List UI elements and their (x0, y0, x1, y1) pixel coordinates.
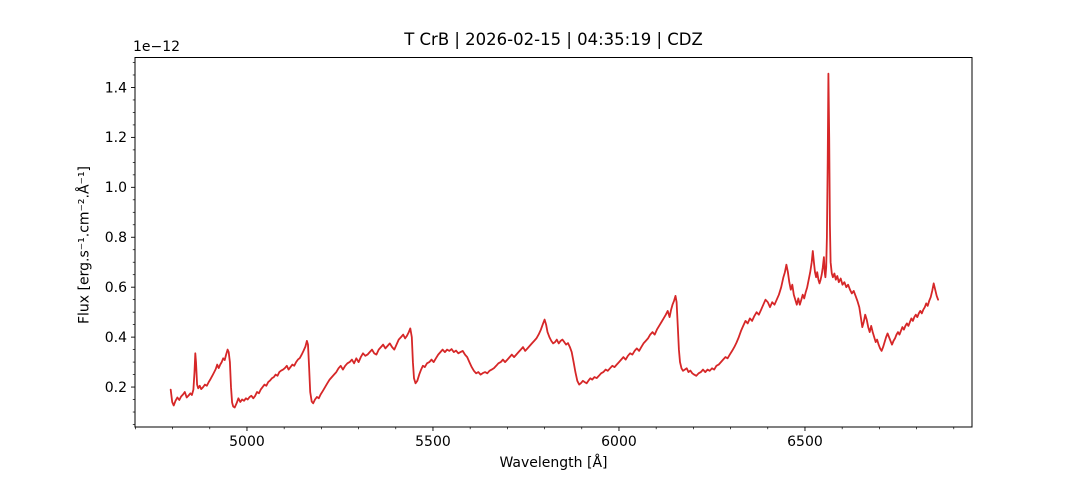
y-axis-tick-label: 1.0 (105, 180, 127, 196)
x-axis-tick-label: 5000 (229, 434, 265, 450)
spectrum-line (169, 72, 939, 409)
y-axis-tick-label: 1.4 (105, 80, 127, 96)
plot-title: T CrB | 2026-02-15 | 04:35:19 | CDZ (404, 30, 703, 49)
x-axis-tick-label: 6500 (787, 434, 823, 450)
x-axis-label: Wavelength [Å] (499, 455, 608, 471)
y-axis-tick-label: 1.2 (105, 130, 127, 146)
y-axis-tick-label: 0.4 (105, 330, 127, 346)
x-axis-tick-label: 5500 (415, 434, 451, 450)
y-axis-tick-label: 0.8 (105, 230, 127, 246)
axes-spines (134, 57, 973, 428)
y-axis-offset-label: 1e−12 (133, 39, 181, 55)
x-axis-tick-label: 6000 (601, 434, 637, 450)
y-axis-tick-label: 0.6 (105, 280, 127, 296)
y-axis-tick-label: 0.2 (105, 380, 127, 396)
